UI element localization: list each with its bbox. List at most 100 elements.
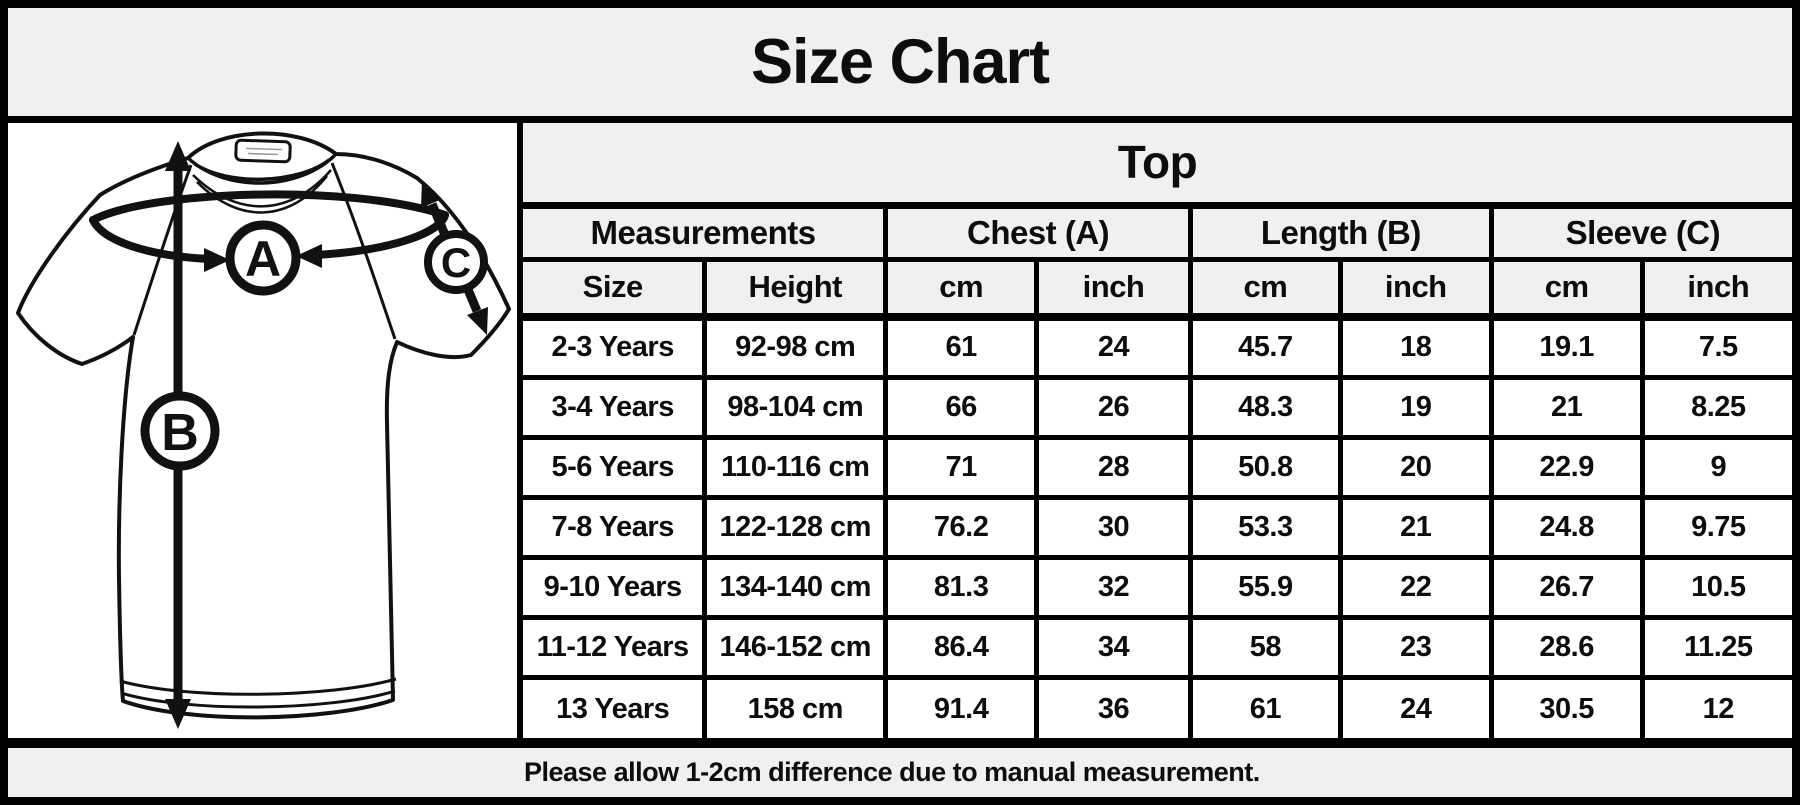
- cell-sleeve-cm: 24.8: [1488, 494, 1645, 561]
- marker-a-circle: [225, 220, 301, 296]
- cell-length-cm: 50.8: [1187, 434, 1343, 500]
- col-header-chest-cm: cm: [883, 256, 1040, 321]
- table-row: 5-6 Years 110-116 cm 71 28 50.8 20 22.9 …: [523, 434, 1792, 500]
- cell-chest-cm: 76.2: [883, 494, 1040, 561]
- cell-chest-inch: 34: [1034, 615, 1193, 681]
- cell-length-inch: 22: [1337, 555, 1494, 621]
- col-header-sleeve-inch: inch: [1639, 256, 1792, 321]
- page-title: Size Chart: [750, 27, 1050, 97]
- col-header-chest-inch: inch: [1034, 256, 1193, 321]
- col-header-height: Height: [702, 256, 889, 321]
- collar-tag: [234, 138, 292, 164]
- cell-length-inch: 18: [1337, 314, 1494, 380]
- sub-header-row: Size Height cm inch cm inch cm inch: [523, 256, 1792, 321]
- table-row: 11-12 Years 146-152 cm 86.4 34 58 23 28.…: [523, 615, 1792, 681]
- cell-chest-inch: 26: [1034, 374, 1193, 440]
- cell-height: 134-140 cm: [702, 555, 889, 621]
- col-header-length-cm: cm: [1187, 256, 1343, 321]
- cell-size: 2-3 Years: [523, 314, 708, 380]
- cell-sleeve-inch: 8.25: [1639, 374, 1792, 440]
- cell-height: 158 cm: [702, 675, 889, 738]
- cell-chest-cm: 86.4: [883, 615, 1040, 681]
- cell-size: 13 Years: [523, 675, 708, 738]
- marker-chest: A: [225, 220, 301, 296]
- cell-chest-inch: 28: [1034, 434, 1193, 500]
- cell-size: 3-4 Years: [523, 374, 708, 440]
- cell-sleeve-inch: 11.25: [1639, 615, 1792, 681]
- group-header-sleeve: Sleeve (C): [1488, 202, 1792, 262]
- group-header-chest: Chest (A): [883, 202, 1193, 262]
- tshirt-diagram-panel: A B C: [8, 123, 517, 738]
- col-header-size: Size: [523, 256, 708, 321]
- cell-chest-cm: 81.3: [883, 555, 1040, 621]
- cell-length-inch: 21: [1337, 494, 1494, 561]
- hem-lines: [119, 677, 397, 709]
- table-section-title: Top: [523, 123, 1792, 209]
- measurement-disclaimer: Please allow 1-2cm difference due to man…: [524, 757, 1260, 787]
- cell-height: 146-152 cm: [702, 615, 889, 681]
- cell-size: 7-8 Years: [523, 494, 708, 561]
- cell-length-cm: 45.7: [1187, 314, 1343, 380]
- cell-length-cm: 48.3: [1187, 374, 1343, 440]
- cell-height: 110-116 cm: [702, 434, 889, 500]
- marker-b-label: B: [161, 404, 199, 462]
- cell-sleeve-inch: 7.5: [1639, 314, 1792, 380]
- cell-size: 9-10 Years: [523, 555, 708, 621]
- table-row: 13 Years 158 cm 91.4 36 61 24 30.5 12: [523, 675, 1792, 738]
- cell-length-inch: 23: [1337, 615, 1494, 681]
- collar: [186, 152, 338, 185]
- col-header-sleeve-cm: cm: [1488, 256, 1645, 321]
- cell-length-cm: 61: [1187, 675, 1343, 738]
- cell-length-inch: 20: [1337, 434, 1494, 500]
- marker-sleeve: C: [424, 230, 488, 294]
- content-area: A B C: [8, 123, 1792, 738]
- tshirt-outline: [16, 131, 511, 720]
- footer-note-bar: Please allow 1-2cm difference due to man…: [8, 738, 1792, 797]
- cell-chest-cm: 66: [883, 374, 1040, 440]
- cell-sleeve-cm: 21: [1488, 374, 1645, 440]
- marker-a-label: A: [245, 231, 281, 287]
- cell-sleeve-cm: 30.5: [1488, 675, 1645, 738]
- cell-height: 98-104 cm: [702, 374, 889, 440]
- cell-height: 92-98 cm: [702, 314, 889, 380]
- cell-sleeve-cm: 22.9: [1488, 434, 1645, 500]
- cell-sleeve-cm: 28.6: [1488, 615, 1645, 681]
- chest-arrow: [89, 190, 449, 272]
- marker-b-circle: [140, 391, 220, 471]
- group-header-row: Measurements Chest (A) Length (B) Sleeve…: [523, 202, 1792, 262]
- cell-chest-inch: 24: [1034, 314, 1193, 380]
- marker-length: B: [140, 391, 220, 471]
- cell-sleeve-inch: 9: [1639, 434, 1792, 500]
- cell-size: 11-12 Years: [523, 615, 708, 681]
- group-header-length: Length (B): [1187, 202, 1494, 262]
- cell-sleeve-inch: 9.75: [1639, 494, 1792, 561]
- cell-length-inch: 24: [1337, 675, 1494, 738]
- cell-chest-cm: 61: [883, 314, 1040, 380]
- cell-sleeve-cm: 19.1: [1488, 314, 1645, 380]
- cell-chest-inch: 32: [1034, 555, 1193, 621]
- cell-chest-cm: 91.4: [883, 675, 1040, 738]
- cell-sleeve-inch: 12: [1639, 675, 1792, 738]
- cell-length-cm: 55.9: [1187, 555, 1343, 621]
- cell-sleeve-cm: 26.7: [1488, 555, 1645, 621]
- table-row: 7-8 Years 122-128 cm 76.2 30 53.3 21 24.…: [523, 494, 1792, 561]
- size-table-panel: Top Measurements Chest (A) Length (B) Sl…: [517, 123, 1792, 738]
- cell-height: 122-128 cm: [702, 494, 889, 561]
- cell-length-cm: 58: [1187, 615, 1343, 681]
- group-header-measurements: Measurements: [523, 202, 889, 262]
- cell-chest-inch: 30: [1034, 494, 1193, 561]
- cell-size: 5-6 Years: [523, 434, 708, 500]
- table-title-row: Top: [523, 123, 1792, 209]
- cell-length-cm: 53.3: [1187, 494, 1343, 561]
- cell-length-inch: 19: [1337, 374, 1494, 440]
- table-row: 3-4 Years 98-104 cm 66 26 48.3 19 21 8.2…: [523, 374, 1792, 440]
- title-banner: Size Chart: [8, 8, 1792, 123]
- cell-sleeve-inch: 10.5: [1639, 555, 1792, 621]
- size-table: Top Measurements Chest (A) Length (B) Sl…: [523, 123, 1792, 738]
- cell-chest-inch: 36: [1034, 675, 1193, 738]
- table-row: 9-10 Years 134-140 cm 81.3 32 55.9 22 26…: [523, 555, 1792, 621]
- marker-c-circle: [424, 230, 488, 294]
- cell-chest-cm: 71: [883, 434, 1040, 500]
- marker-c-label: C: [441, 239, 471, 286]
